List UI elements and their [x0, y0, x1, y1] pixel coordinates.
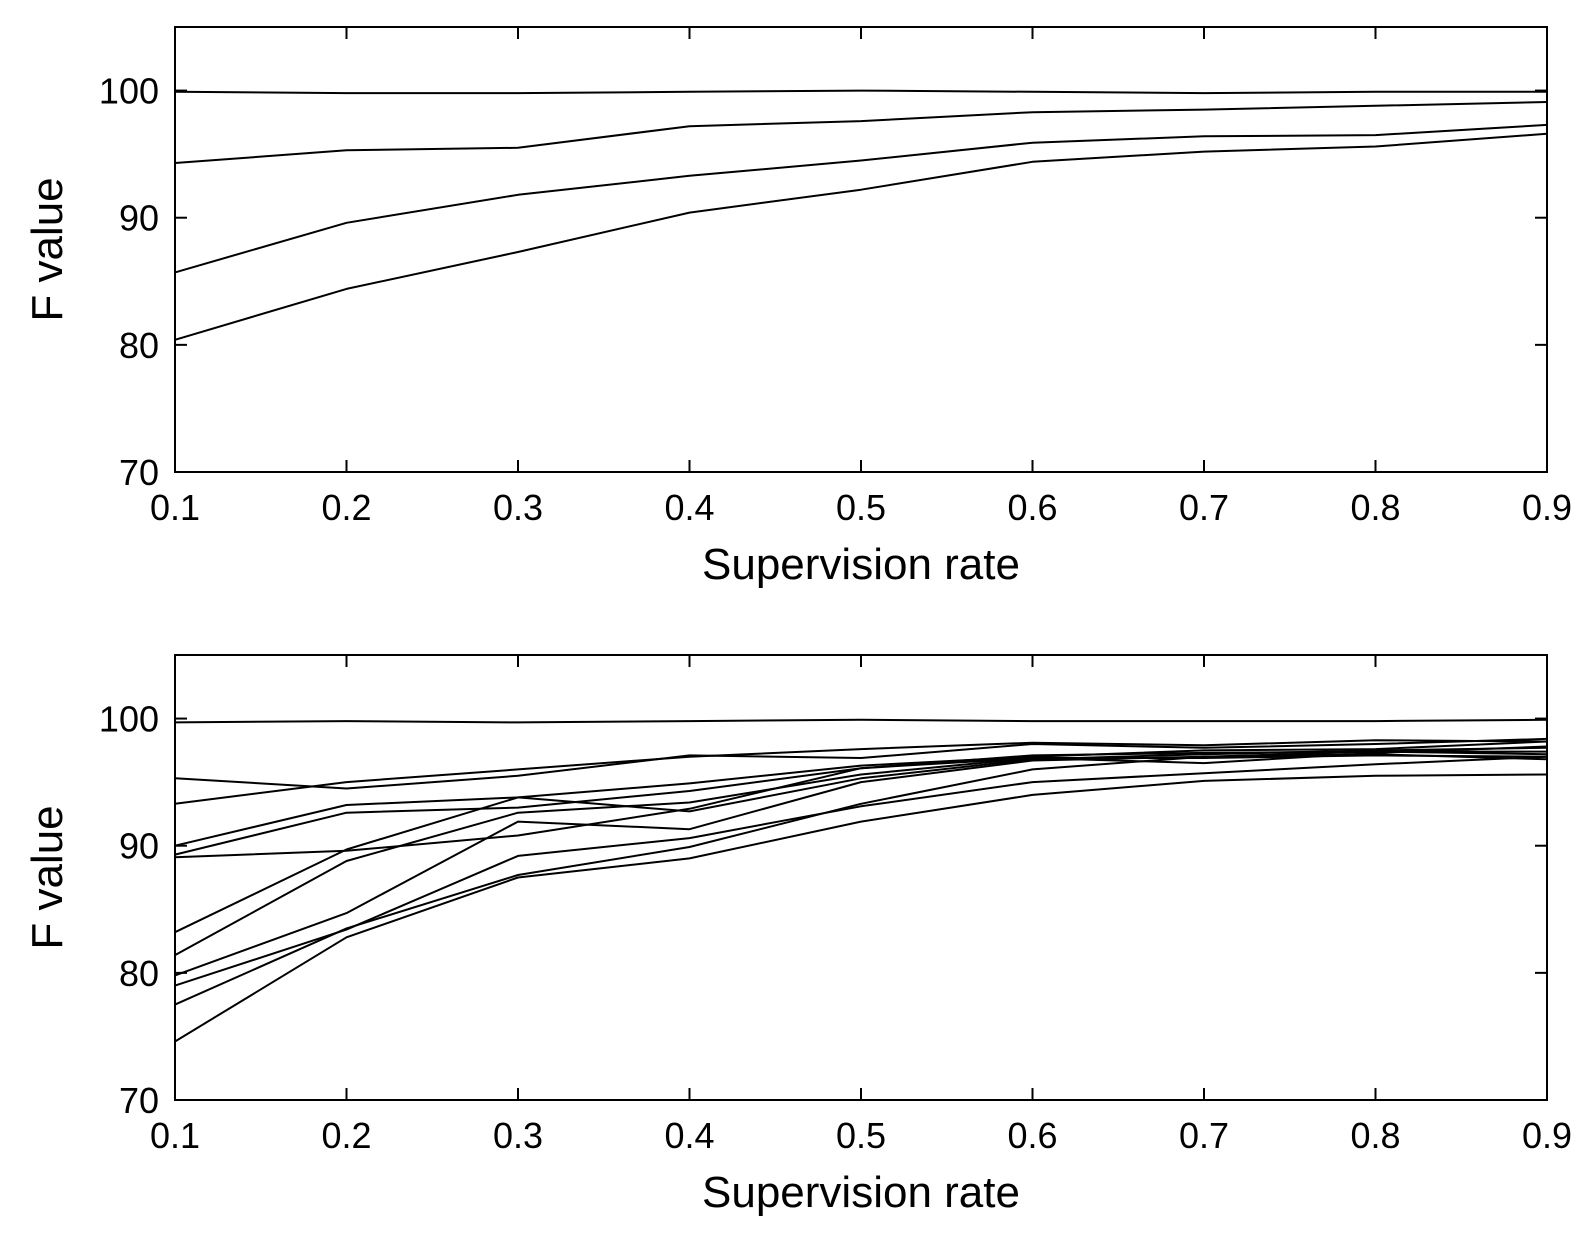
series-line-12 [174, 773, 1548, 1043]
series-line-7 [174, 746, 1548, 934]
y-tick-label: 80 [119, 325, 159, 366]
series-line-4 [174, 740, 1548, 847]
series-line-2 [174, 737, 1548, 790]
x-tick-label: 0.4 [664, 1115, 714, 1156]
y-tick-label: 80 [119, 953, 159, 994]
x-tick-label: 0.8 [1350, 487, 1400, 528]
x-axis-label: Supervision rate [702, 1168, 1020, 1217]
x-tick-label: 0.6 [1007, 1115, 1057, 1156]
x-tick-label: 0.7 [1179, 487, 1229, 528]
x-tick-label: 0.2 [321, 487, 371, 528]
series-line-1 [174, 718, 1548, 724]
series-line-3 [174, 739, 1548, 805]
series-line-2 [174, 101, 1548, 164]
series-line-8 [174, 754, 1548, 957]
x-tick-label: 0.2 [321, 1115, 371, 1156]
y-tick-label: 90 [119, 198, 159, 239]
x-tick-label: 0.5 [836, 1115, 886, 1156]
x-tick-label: 0.8 [1350, 1115, 1400, 1156]
chart-bottom: 0.1 0.2 0.3 0.4 0.5 0.6 0.7 0.8 0.9 70 80 90 100 Supe… [23, 654, 1572, 1217]
y-tick-label: 70 [119, 452, 159, 493]
series-line-4 [174, 132, 1548, 341]
series-line-11 [174, 753, 1548, 1006]
series-line-1 [174, 89, 1548, 95]
y-axis-label: F value [23, 177, 72, 321]
x-tick-label: 0.7 [1179, 1115, 1229, 1156]
series-line-10 [174, 755, 1548, 987]
x-tick-label: 0.1 [150, 487, 200, 528]
series-line-9 [174, 750, 1548, 977]
y-tick-label: 100 [99, 699, 159, 740]
series-line-3 [174, 123, 1548, 274]
x-tick-label: 0.4 [664, 487, 714, 528]
x-tick-label: 0.6 [1007, 487, 1057, 528]
x-tick-label: 0.1 [150, 1115, 200, 1156]
y-axis-label: F value [23, 805, 72, 949]
x-tick-label: 0.9 [1522, 487, 1572, 528]
x-tick-label: 0.5 [836, 487, 886, 528]
y-tick-label: 100 [99, 71, 159, 112]
x-axis-label: Supervision rate [702, 540, 1020, 589]
y-tick-label: 70 [119, 1080, 159, 1121]
x-tick-label: 0.3 [493, 487, 543, 528]
chart-top: 0.1 0.2 0.3 0.4 0.5 0.6 0.7 0.8 0.9 70 80 90 100 Supe… [23, 26, 1572, 589]
x-tick-label: 0.3 [493, 1115, 543, 1156]
y-tick-label: 90 [119, 826, 159, 867]
x-tick-label: 0.9 [1522, 1115, 1572, 1156]
